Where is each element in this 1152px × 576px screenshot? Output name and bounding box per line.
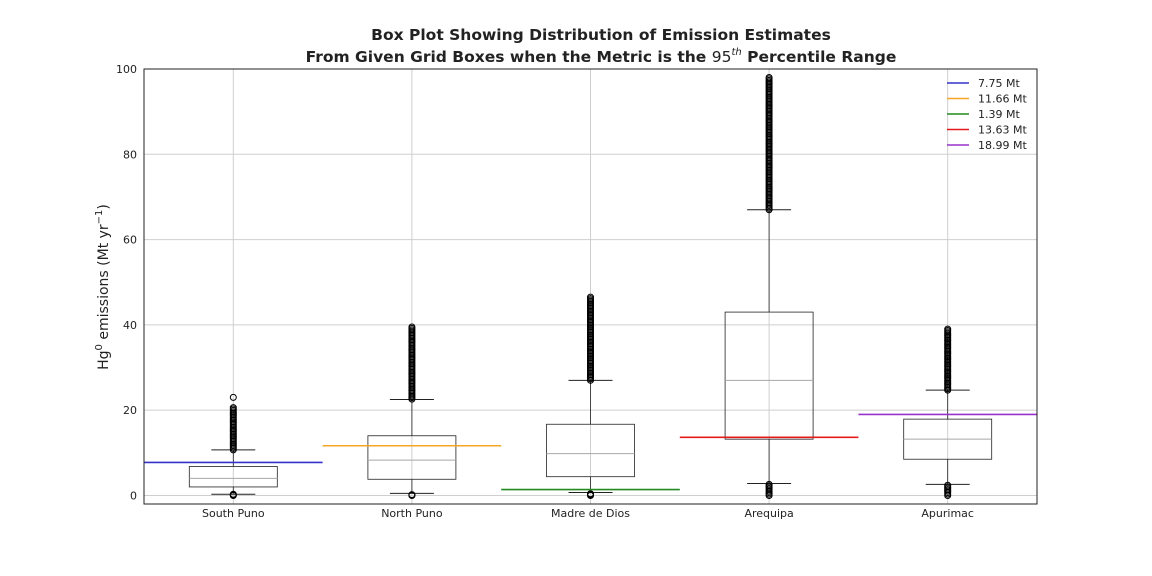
box-iqr — [546, 423, 635, 478]
x-tick-label: Apurimac — [921, 507, 974, 520]
outlier-point — [944, 325, 952, 333]
ylabel-sup: 0 — [94, 344, 105, 350]
ylabel-mid: emissions (Mt yr — [96, 224, 112, 344]
outlier-point — [229, 490, 237, 498]
y-tick-label: 40 — [123, 319, 137, 332]
box-2 — [546, 293, 635, 499]
outlier-point — [765, 480, 773, 488]
box-3 — [724, 74, 814, 499]
outlier-point — [944, 481, 952, 489]
box-iqr — [188, 466, 278, 488]
x-tick-label: South Puno — [202, 507, 265, 520]
outlier-point — [408, 491, 416, 499]
legend: 7.75 Mt 11.66 Mt 1.39 Mt 13.63 Mt 18.99 Mt — [947, 77, 1027, 152]
x-tick-label: North Puno — [381, 507, 443, 520]
box-iqr — [367, 435, 457, 480]
x-axis: South Puno North Puno Madre de Dios Arequip… — [202, 507, 974, 520]
y-tick-label: 60 — [123, 234, 137, 247]
legend-label: 18.99 Mt — [978, 139, 1027, 152]
y-tick-label: 100 — [116, 63, 137, 76]
y-tick-label: 0 — [130, 489, 137, 502]
outlier-point — [408, 323, 416, 331]
y-tick-label: 80 — [123, 148, 137, 161]
box-0 — [188, 393, 278, 499]
plot-frame — [143, 68, 1038, 505]
chart-title-line2: From Given Grid Boxes when the Metric is… — [306, 47, 897, 66]
title-line2-prefix: From Given Grid Boxes when the Metric is… — [306, 48, 712, 66]
title-line2-sup: th — [731, 47, 741, 58]
grid-lines — [144, 68, 1037, 504]
ylabel-sup2: −1 — [94, 210, 105, 225]
y-tick-label: 20 — [123, 404, 137, 417]
chart-title-line1: Box Plot Showing Distribution of Emissio… — [371, 26, 831, 44]
x-tick-label: Arequipa — [744, 507, 793, 520]
box-4 — [903, 325, 993, 499]
outlier-point — [229, 393, 237, 401]
legend-label: 13.63 Mt — [978, 124, 1027, 137]
legend-label: 11.66 Mt — [978, 93, 1027, 106]
legend-label: 1.39 Mt — [978, 108, 1020, 121]
ylabel-end: ) — [96, 204, 112, 209]
outlier-point — [765, 74, 773, 82]
x-tick-label: Madre de Dios — [551, 507, 630, 520]
ylabel-main: Hg — [96, 350, 112, 369]
legend-label: 7.75 Mt — [978, 77, 1020, 90]
outlier-point — [229, 404, 237, 412]
title-line2-number: 95 — [712, 48, 732, 66]
box-1 — [367, 323, 457, 499]
box-iqr — [724, 311, 814, 440]
boxes — [188, 74, 993, 499]
title-line2-suffix: Percentile Range — [742, 48, 897, 66]
y-axis-label: Hg0 emissions (Mt yr−1) — [94, 204, 112, 370]
outlier-point — [587, 490, 594, 498]
y-axis: 0 20 40 60 80 100 — [116, 63, 137, 502]
emission-lines — [144, 413, 1037, 491]
outlier-point — [587, 293, 594, 301]
